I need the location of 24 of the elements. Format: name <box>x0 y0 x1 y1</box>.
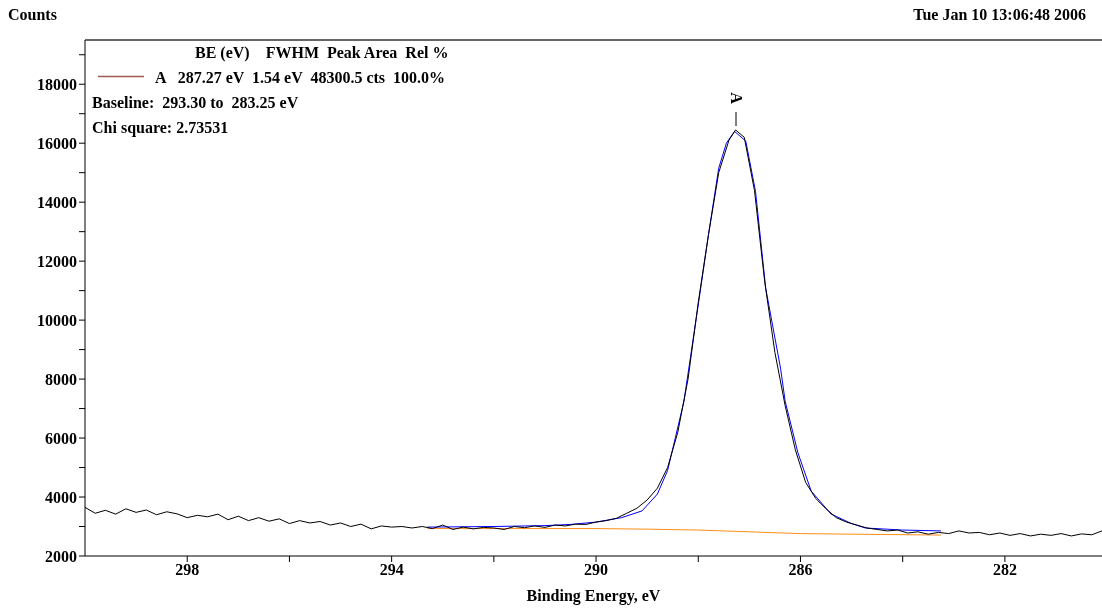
x-tick-label: 286 <box>788 561 813 579</box>
x-tick-label: 298 <box>175 561 200 579</box>
annotation: A 287.27 eV 1.54 eV 48300.5 cts 100.0% <box>155 69 446 87</box>
annotation: A <box>726 91 746 106</box>
y-tick-label: 2000 <box>45 547 77 565</box>
x-axis-title: Binding Energy, eV <box>525 587 662 605</box>
line-series <box>426 528 942 536</box>
y-tick-label: 8000 <box>45 370 77 388</box>
annotation: BE (eV) FWHM Peak Area Rel % <box>195 44 449 62</box>
x-tick-label: 290 <box>584 561 609 579</box>
y-tick-label: 10000 <box>37 311 77 329</box>
y-tick-label: 12000 <box>37 252 77 270</box>
line-series <box>426 130 942 532</box>
y-tick-label: 14000 <box>37 193 77 211</box>
y-tick-label: 4000 <box>45 488 77 506</box>
y-tick-label: 16000 <box>37 134 77 152</box>
y-axis-title: Counts <box>8 6 57 24</box>
x-tick-label: 294 <box>379 561 404 579</box>
y-tick-label: 6000 <box>45 429 77 447</box>
annotation: Baseline: 293.30 to 283.25 eV <box>92 94 299 112</box>
y-tick-label: 18000 <box>37 75 77 93</box>
annotation: Chi square: 2.73531 <box>92 119 229 137</box>
chart-subtitle: Tue Jan 10 13:06:48 2006 <box>913 6 1086 24</box>
x-tick-label: 282 <box>992 561 1017 579</box>
